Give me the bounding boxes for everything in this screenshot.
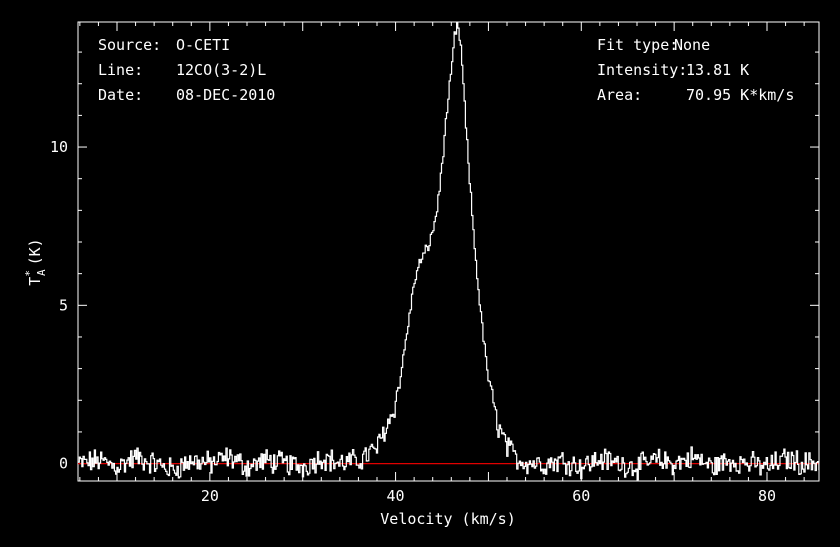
x-axis-label: Velocity (km/s) bbox=[380, 510, 515, 528]
line-label: Line: bbox=[98, 61, 143, 79]
date-label: Date: bbox=[98, 86, 143, 104]
y-axis-label-main: T bbox=[26, 277, 44, 286]
spectrum-line bbox=[78, 21, 820, 481]
area-value: 70.95 K*km/s bbox=[686, 86, 794, 104]
y-axis-label-sub: A bbox=[35, 269, 48, 276]
intensity-label: Intensity: bbox=[597, 61, 687, 79]
axis-tick-labels: 20 40 60 80 0 5 10 bbox=[50, 138, 776, 505]
intensity-value: 13.81 K bbox=[686, 61, 749, 79]
x-tick-label: 40 bbox=[387, 487, 405, 505]
plot-frame bbox=[77, 21, 820, 482]
area-label: Area: bbox=[597, 86, 642, 104]
y-tick-label: 0 bbox=[59, 455, 68, 473]
y-axis-label-unit: (K) bbox=[26, 238, 44, 265]
x-tick-label: 20 bbox=[201, 487, 219, 505]
y-axis-label: T*A (K) bbox=[23, 238, 48, 285]
y-tick-label: 10 bbox=[50, 138, 68, 156]
axis-ticks bbox=[78, 22, 819, 481]
source-label: Source: bbox=[98, 36, 161, 54]
x-tick-label: 80 bbox=[758, 487, 776, 505]
source-value: O-CETI bbox=[176, 36, 230, 54]
x-tick-label: 60 bbox=[572, 487, 590, 505]
y-axis-label-sup: * bbox=[23, 270, 36, 277]
svg-text:T*A(K): T*A (K) bbox=[23, 238, 48, 285]
fit-type-label: Fit type: bbox=[597, 36, 678, 54]
fit-type-value: None bbox=[674, 36, 710, 54]
y-tick-label: 5 bbox=[59, 296, 68, 314]
date-value: 08-DEC-2010 bbox=[176, 86, 275, 104]
line-value: 12CO(3-2)L bbox=[176, 61, 266, 79]
